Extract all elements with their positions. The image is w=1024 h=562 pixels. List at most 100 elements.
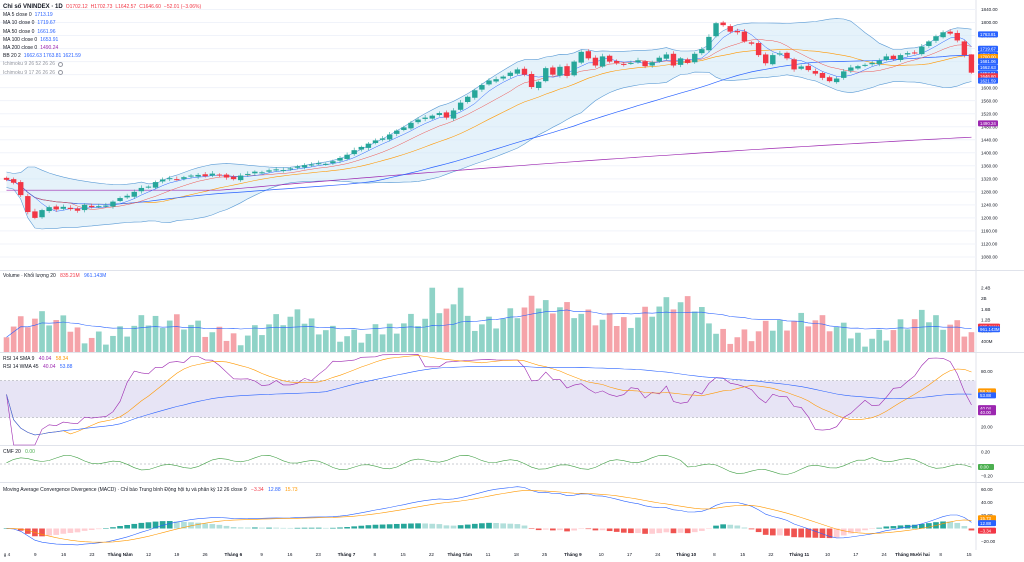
cmf-label[interactable]: CMF 20: [3, 449, 21, 455]
rsi2-label[interactable]: RSI 14 WMA 45: [3, 364, 39, 370]
macd-label[interactable]: Moving Average Convergence Divergence (M…: [3, 487, 247, 493]
volume-bar: [10, 326, 17, 352]
volume-bar: [897, 319, 904, 352]
candle-body: [720, 22, 726, 26]
candle-body: [621, 63, 627, 65]
candle-body: [883, 56, 890, 60]
volume-bar: [152, 315, 159, 352]
macd-histogram-bar: [74, 528, 81, 533]
cmf-line: [6, 454, 972, 475]
macd-histogram-bar: [138, 522, 145, 529]
eye-hidden-icon[interactable]: [57, 61, 63, 67]
macd-histogram-bar: [656, 528, 663, 534]
time-axis-label: 23: [316, 552, 322, 557]
macd-histogram-bar: [798, 528, 805, 538]
candle-body: [862, 64, 868, 66]
macd-histogram-bar: [294, 527, 301, 529]
macd-histogram-bar: [464, 524, 471, 529]
rsi-label[interactable]: RSI 14 SMA 9: [3, 356, 35, 362]
candle-body: [287, 168, 294, 170]
indicator-label: BB 20 2: [3, 53, 21, 60]
volume-bar: [166, 320, 173, 352]
rsi-axis-tag: [978, 409, 996, 416]
candle-body: [493, 79, 499, 82]
macd-histogram-bar: [883, 526, 890, 529]
volume-label[interactable]: Volume · Khối lượng 20: [3, 273, 56, 279]
volume-tick-label: 2.4B: [981, 285, 990, 290]
macd-histogram-bar: [599, 528, 606, 531]
volume-bar: [535, 308, 542, 352]
macd-signal-value: 15.73: [285, 487, 298, 493]
candle-body: [131, 191, 137, 197]
indicator-value: 1713.19: [34, 12, 53, 19]
price-tick-label: 1360.00: [981, 164, 998, 169]
macd-histogram-bar: [39, 528, 45, 537]
volume-bar: [159, 328, 166, 352]
indicator-legend-row[interactable]: MA 5 close 0 1713.19: [3, 11, 201, 19]
volume-bar: [734, 337, 741, 352]
volume-bar: [252, 325, 258, 352]
indicator-legend-row[interactable]: MA 100 close 0 1653.91: [3, 36, 201, 44]
time-axis-label: 15: [966, 552, 972, 557]
macd-histogram-bar: [862, 528, 868, 531]
indicator-legend-row[interactable]: MA 200 close 0 1490.24: [3, 44, 201, 52]
macd-histogram-bar: [450, 525, 457, 529]
candle-body: [159, 179, 166, 182]
macd-histogram-bar: [166, 521, 173, 529]
macd-histogram-bar: [401, 523, 407, 529]
price-tick-label: 1520.00: [981, 111, 998, 116]
macd-histogram-bar: [308, 527, 315, 529]
candle-body: [968, 54, 975, 73]
volume-bar: [840, 322, 847, 352]
macd-histogram-bar: [848, 528, 854, 534]
macd-histogram-bar: [486, 522, 492, 529]
volume-bar: [429, 287, 436, 352]
volume-ma-line: [6, 309, 972, 338]
macd-axis-tag: [978, 515, 996, 522]
time-axis-label: 24: [882, 552, 888, 557]
rsi-sma-value: 58.34: [55, 356, 69, 362]
volume-bar: [131, 325, 138, 352]
macd-histogram-bar: [592, 528, 599, 531]
macd-histogram-bar: [968, 528, 975, 531]
candle-body: [699, 49, 705, 54]
candle-body: [791, 59, 797, 70]
volume-bar: [606, 313, 613, 352]
volume-bar: [479, 324, 485, 352]
candle-body: [926, 41, 932, 46]
macd-histogram-bar: [741, 527, 748, 529]
macd-line: [6, 486, 972, 546]
macd-histogram-bar: [46, 528, 52, 536]
indicator-value: 1719.67: [37, 20, 56, 27]
volume-bar: [720, 328, 726, 352]
indicator-legend-row[interactable]: MA 50 close 0 1661.96: [3, 28, 201, 36]
time-axis-label: 8: [374, 552, 377, 557]
candle-body: [195, 174, 201, 177]
volume-bar: [287, 316, 294, 352]
eye-hidden-icon[interactable]: [57, 70, 63, 76]
volume-bar: [195, 320, 201, 352]
macd-histogram-bar: [727, 524, 734, 529]
time-axis-label: 17: [627, 552, 633, 557]
candle-body: [415, 119, 421, 123]
macd-histogram-bar: [266, 527, 272, 529]
symbol-title[interactable]: Chỉ số VNINDEX · 1D: [3, 4, 63, 10]
candle-body: [833, 78, 840, 83]
indicator-label: Ichimoku 9 26 52 26 26: [3, 61, 55, 68]
volume-bar: [954, 320, 961, 352]
cmf-tick-label: 0.20: [981, 450, 990, 455]
indicator-legend-row[interactable]: Ichimoku 9 17 26 26 26: [3, 69, 201, 77]
volume-bar: [500, 318, 507, 352]
macd-histogram-bar: [918, 524, 925, 529]
candle-body: [606, 55, 613, 62]
indicator-legend-row[interactable]: BB 20 2 1662.63 1763.81 1621.59: [3, 52, 201, 60]
macd-histogram-bar: [961, 526, 968, 529]
indicator-legend-row[interactable]: MA 10 close 0 1719.67: [3, 19, 201, 27]
candle-body: [67, 207, 74, 210]
macd-hist-value: −3.34: [251, 487, 264, 493]
candle-body: [543, 68, 549, 82]
candle-body: [223, 174, 230, 178]
indicator-legend-row[interactable]: Ichimoku 9 26 52 26 26: [3, 60, 201, 68]
volume-bar: [53, 320, 60, 352]
